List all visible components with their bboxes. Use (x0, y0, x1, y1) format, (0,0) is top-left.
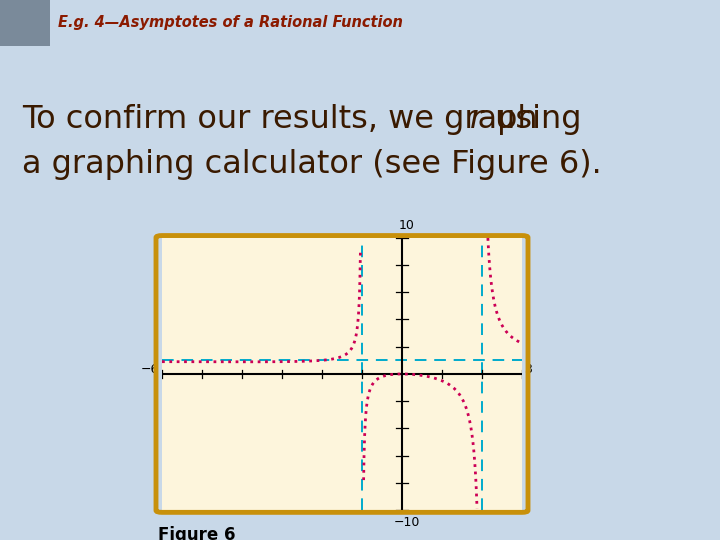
Bar (0, 0, 50, 46)
Text: To confirm our results, we graph: To confirm our results, we graph (22, 104, 548, 136)
Text: using: using (485, 104, 582, 136)
Text: a graphing calculator (see Figure 6).: a graphing calculator (see Figure 6). (22, 150, 602, 180)
Text: Figure 6: Figure 6 (158, 526, 236, 540)
Text: r: r (470, 104, 483, 136)
Text: −10: −10 (394, 516, 420, 529)
Text: 10: 10 (399, 219, 415, 232)
Text: E.g. 4—Asymptotes of a Rational Function: E.g. 4—Asymptotes of a Rational Function (58, 16, 402, 30)
Text: −6: −6 (140, 363, 159, 376)
Text: 3: 3 (524, 363, 532, 376)
